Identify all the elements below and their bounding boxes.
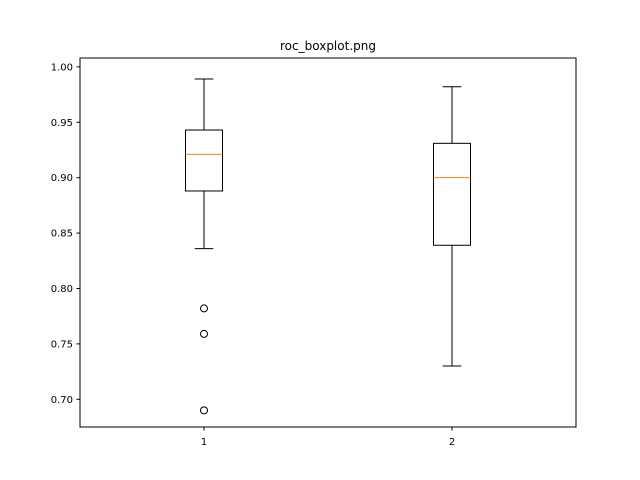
- y-tick-label: 0.70: [51, 395, 73, 406]
- outlier-point: [200, 406, 208, 415]
- x-tick-label: 2: [449, 437, 455, 448]
- box: [433, 142, 471, 246]
- chart-title: roc_boxplot.png: [280, 39, 376, 53]
- y-tick-label: 0.75: [51, 339, 73, 350]
- x-tick-label: 1: [201, 437, 207, 448]
- outlier-point: [200, 304, 208, 313]
- y-tick-label: 0.85: [51, 229, 73, 240]
- outlier-point: [200, 329, 208, 338]
- y-tick-label: 0.95: [51, 118, 73, 129]
- y-tick-label: 0.80: [51, 284, 73, 295]
- plot-marks: [185, 78, 471, 415]
- y-axis: 0.70 0.75 0.80 0.85 0.90 0.95 1.00: [51, 62, 80, 406]
- box-group: [185, 78, 223, 415]
- box-group: [433, 86, 471, 367]
- y-tick-label: 1.00: [51, 62, 73, 73]
- plot-frame: [79, 57, 577, 428]
- y-tick-label: 0.90: [51, 173, 73, 184]
- box: [185, 129, 223, 192]
